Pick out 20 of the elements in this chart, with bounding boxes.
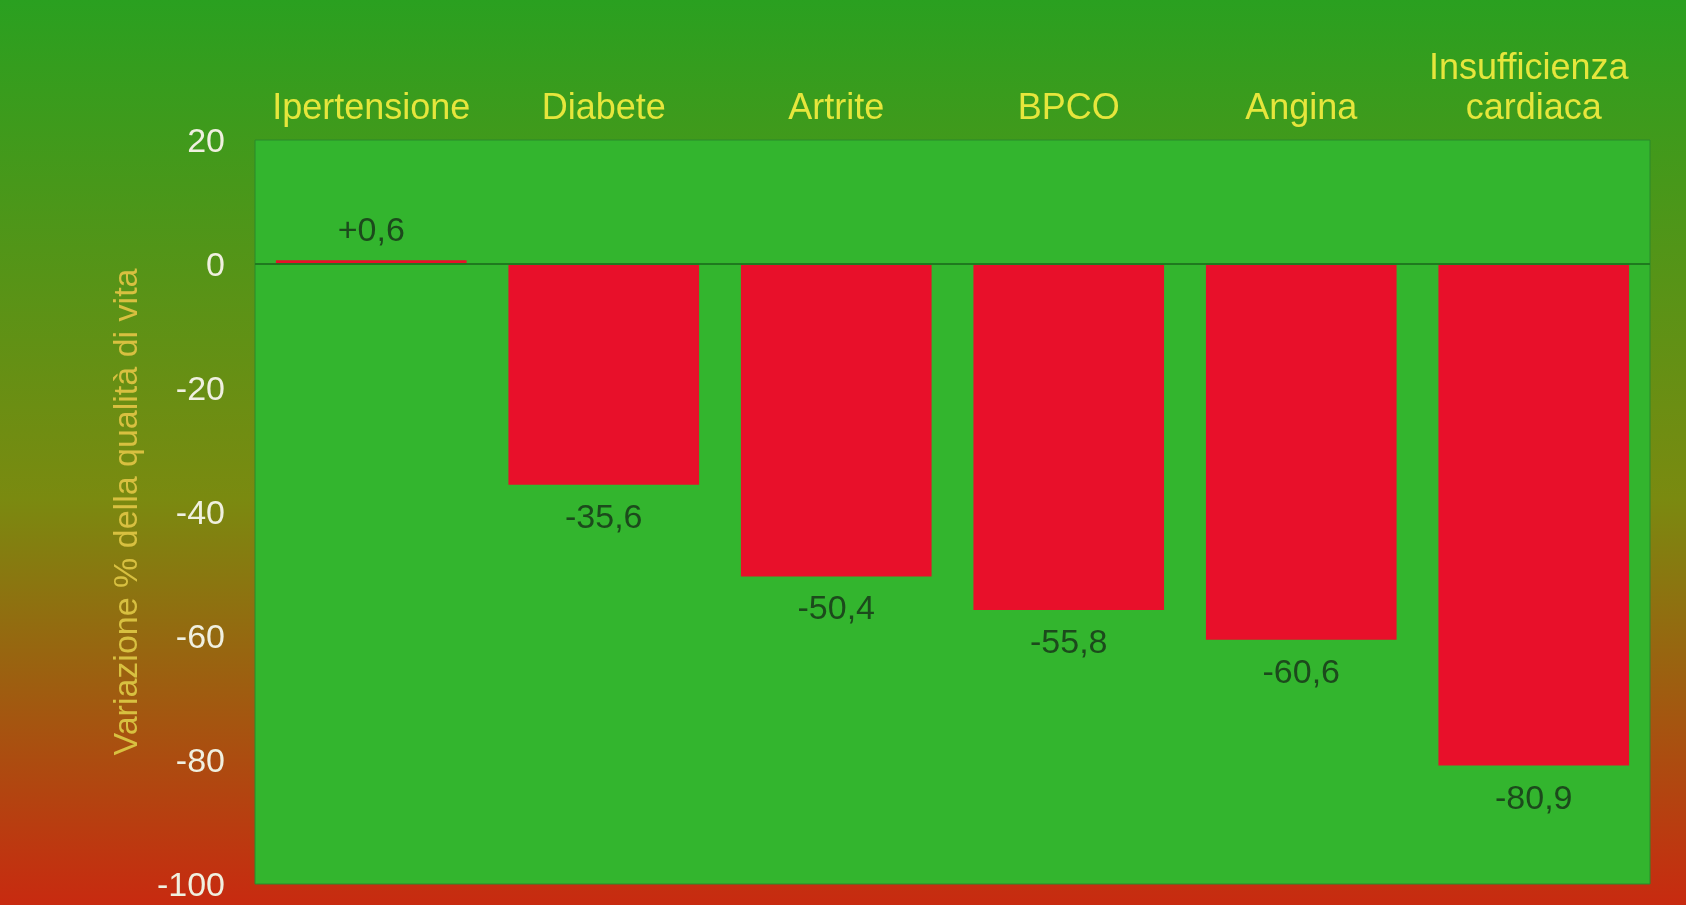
data-label: -35,6	[565, 496, 643, 535]
y-tick-label: 20	[187, 121, 225, 159]
data-label: -55,8	[1030, 621, 1108, 660]
y-tick-label: -40	[175, 493, 225, 531]
data-label: +0,6	[337, 210, 405, 249]
y-tick-label: -100	[156, 865, 225, 903]
data-label: -60,6	[1262, 651, 1340, 690]
x-tick-label: Insufficienza cardiaca	[1429, 45, 1639, 127]
x-tick-label: BPCO	[1017, 85, 1120, 127]
y-tick-label: -80	[175, 741, 225, 779]
data-label: -50,4	[797, 588, 875, 627]
y-tick-label: 0	[206, 245, 225, 283]
x-tick-label: Artrite	[788, 85, 885, 127]
data-label: -80,9	[1495, 777, 1573, 816]
y-axis-title: Variazione % della qualità di vita	[106, 268, 144, 756]
x-tick-label: Ipertensione	[272, 85, 471, 127]
x-tick-label: Angina	[1245, 85, 1359, 127]
y-tick-label: -20	[175, 369, 225, 407]
y-tick-label: -60	[175, 617, 225, 655]
x-tick-label: Diabete	[541, 85, 666, 127]
